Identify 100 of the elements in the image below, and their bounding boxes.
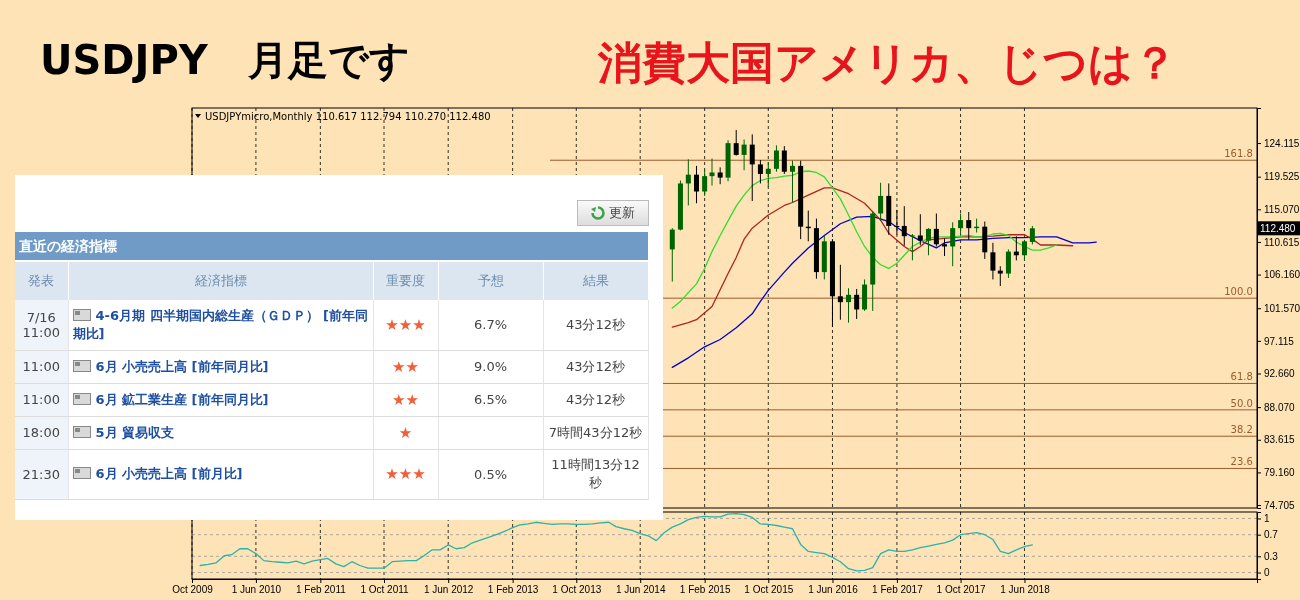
- candlestick: [878, 182, 884, 222]
- candlestick: [901, 205, 907, 247]
- annotation: ★★: [392, 357, 419, 376]
- candlestick: [693, 165, 699, 204]
- annotation: 38.2: [1230, 424, 1253, 436]
- candlestick: [685, 158, 691, 206]
- annotation: USDJPYmicro,Monthly 110.617 112.794 110.270 112.480: [205, 111, 491, 122]
- x-tick-label: 1 Jun 2012: [423, 584, 474, 596]
- annotation: ★★★: [385, 315, 426, 334]
- candlestick: [741, 139, 747, 171]
- y-tick-label: 92.660: [1264, 368, 1296, 380]
- candlestick: [765, 161, 771, 188]
- text: 5月 貿易収支: [95, 424, 175, 440]
- candlestick: [990, 242, 996, 280]
- y-tick-label: 0.7: [1264, 529, 1279, 541]
- annotation: ★★★: [385, 465, 426, 483]
- annotation: 11時間13分12秒: [551, 457, 640, 490]
- line-series: [671, 215, 1097, 368]
- y-tick-label: 1: [1264, 513, 1270, 525]
- annotation: 23.6: [1230, 456, 1253, 468]
- candlestick: [702, 169, 708, 197]
- text: 直近の経済指標: [15, 232, 648, 260]
- x-tick-label: 1 Feb 2011: [295, 584, 347, 596]
- y-tick-label: 124.115: [1264, 137, 1300, 149]
- annotation: 4-6月期 四半期国内総生産（ＧＤＰ） [前年同期比]: [72, 307, 368, 341]
- text: 112.480: [1260, 223, 1296, 235]
- candlestick: [997, 265, 1003, 287]
- category-label: 結果: [543, 262, 648, 300]
- candlestick: [966, 211, 972, 241]
- x-tick-label: 1 Oct 2011: [360, 584, 410, 596]
- x-tick-label: 1 Oct 2015: [744, 584, 794, 596]
- text: 7/16 11:00: [22, 309, 60, 340]
- candlestick: [925, 227, 931, 256]
- candlestick: [1021, 239, 1027, 261]
- candlestick: [950, 221, 956, 267]
- candlestick: [917, 213, 923, 246]
- y-tick-label: 97.115: [1264, 335, 1295, 347]
- category-label: 予想: [438, 262, 543, 300]
- candlestick: [709, 158, 715, 187]
- candlestick: [909, 233, 915, 261]
- annotation: 6.7%: [473, 317, 508, 333]
- y-tick-label: 74.705: [1264, 499, 1296, 511]
- annotation: 6月 鉱工業生産 [前年同月比]: [95, 391, 269, 407]
- candlestick: [781, 145, 787, 175]
- candlestick: [789, 160, 795, 204]
- annotation: 50.0: [1230, 397, 1253, 409]
- x-tick-label: 1 Oct 2013: [552, 584, 602, 596]
- annotation: 9.0%: [473, 359, 508, 374]
- chart-title: USDJPY 月足です: [40, 37, 410, 83]
- x-tick-label: 1 Jun 2018: [1000, 584, 1051, 596]
- y-tick-label: 83.615: [1264, 434, 1296, 446]
- annotation: 61.8: [1230, 371, 1253, 383]
- y-tick-label: 110.615: [1264, 236, 1300, 248]
- y-tick-label: 0: [1264, 567, 1270, 579]
- text: 11:00: [22, 359, 60, 374]
- annotation: 43分12秒: [565, 391, 626, 407]
- annotation: ★: [398, 423, 413, 442]
- annotation: 6月 小売売上高 [前年同月比]: [95, 358, 269, 374]
- annotation: 7時間43分12秒: [548, 424, 643, 440]
- annotation: 6月 小売売上高 [前月比]: [95, 466, 243, 481]
- x-tick-label: 1 Feb 2015: [679, 584, 731, 596]
- line-series: [199, 512, 1034, 572]
- y-tick-label: 79.160: [1264, 467, 1296, 479]
- annotation: 6.5%: [473, 392, 508, 407]
- x-tick-label: 1 Jun 2010: [231, 584, 282, 596]
- candlestick: [854, 288, 860, 320]
- text: 11:00: [22, 392, 60, 407]
- x-tick-label: 1 Feb 2017: [872, 584, 924, 596]
- candlestick: [733, 129, 739, 157]
- candlestick: [1005, 248, 1011, 279]
- candlestick: [669, 227, 675, 283]
- candlestick: [749, 133, 755, 202]
- chart-subtitle: 消費大国アメリカ、じつは？: [597, 37, 1177, 88]
- text: 21:30: [22, 466, 60, 482]
- line-series: [671, 187, 1074, 328]
- candlestick: [773, 144, 779, 173]
- category-label: 発表: [15, 262, 68, 300]
- category-label: 経済指標: [68, 262, 373, 300]
- line-series: [671, 170, 1058, 309]
- y-tick-label: 88.070: [1264, 401, 1296, 413]
- y-tick-label: 119.525: [1264, 171, 1300, 183]
- candlestick: [757, 159, 763, 184]
- category-label: 重要度: [373, 262, 438, 300]
- candlestick: [837, 264, 843, 321]
- annotation: 161.8: [1224, 148, 1253, 160]
- y-tick-label: 101.570: [1264, 302, 1300, 314]
- y-tick-label: 115.070: [1264, 204, 1300, 216]
- x-tick-label: 1 Oct 2017: [936, 584, 986, 596]
- candlestick: [846, 287, 852, 324]
- y-tick-label: 0.3: [1264, 551, 1279, 563]
- x-tick-label: Oct 2009: [172, 584, 214, 596]
- annotation: 43分12秒: [565, 358, 626, 374]
- annotation: 更新: [609, 204, 635, 222]
- x-tick-label: 1 Feb 2013: [487, 584, 539, 596]
- annotation: 43分12秒: [565, 316, 626, 332]
- candlestick: [1029, 225, 1035, 245]
- annotation: 0.5%: [473, 466, 508, 482]
- annotation: ★★: [392, 390, 419, 409]
- x-tick-label: 1 Jun 2014: [615, 584, 666, 596]
- candlestick: [958, 212, 964, 236]
